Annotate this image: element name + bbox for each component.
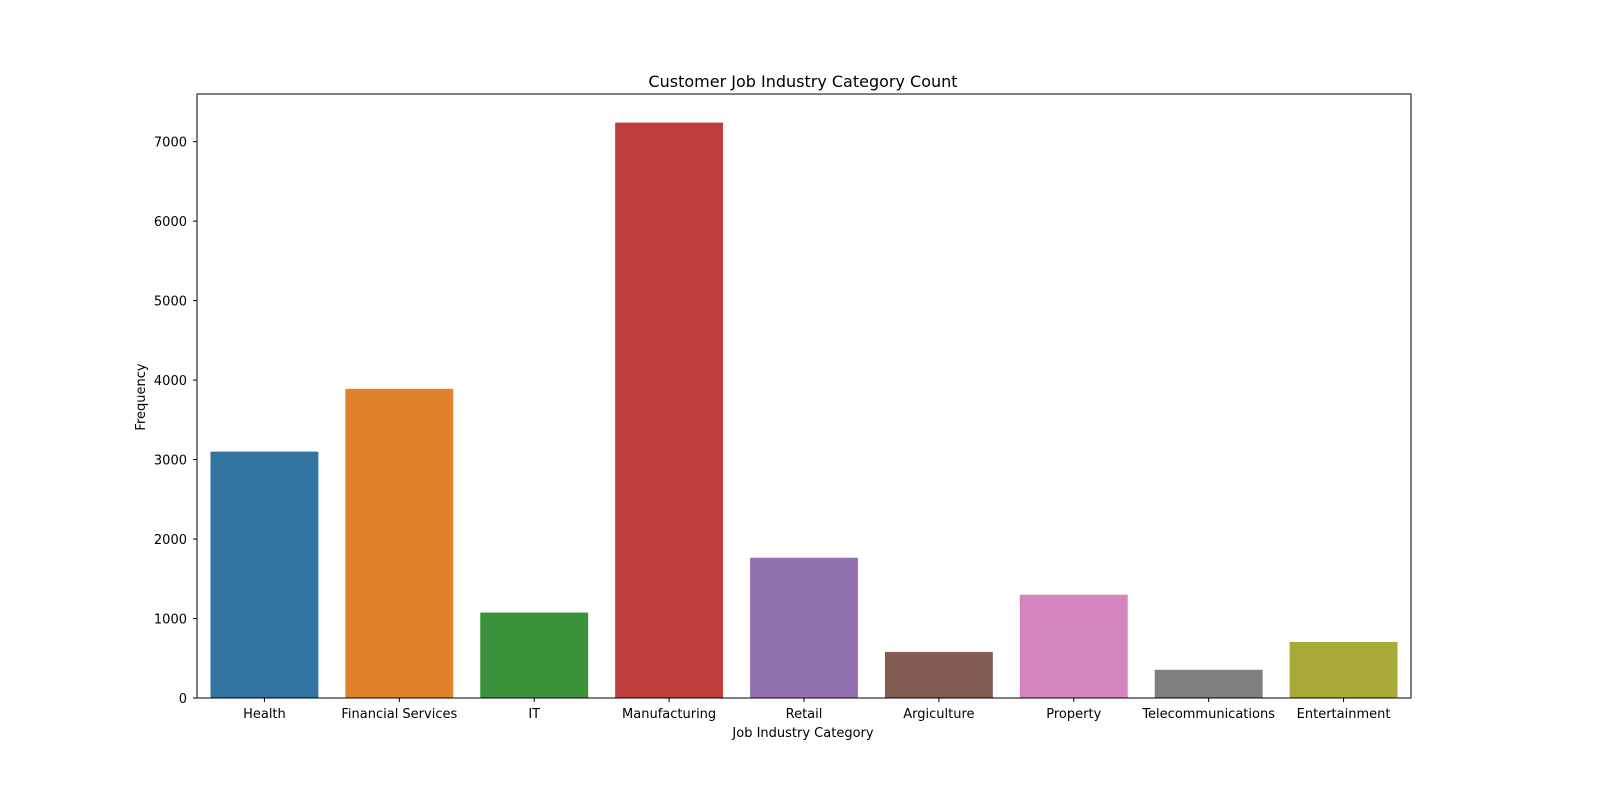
x-tick-label: Argiculture	[903, 707, 974, 722]
bar-financial-services	[345, 388, 454, 698]
y-tick-label: 5000	[154, 295, 187, 310]
bar-manufacturing	[615, 122, 724, 698]
y-tick-label: 3000	[154, 454, 187, 469]
x-axis-label: Job Industry Category	[731, 726, 873, 741]
x-tick-label: Health	[243, 707, 286, 722]
bar-property	[1019, 594, 1128, 698]
y-tick-label: 6000	[154, 215, 187, 230]
x-axis: Health Financial Services IT Manufacturing R…	[243, 698, 1390, 722]
y-tick-label: 4000	[154, 374, 187, 389]
bars-group	[210, 122, 1398, 698]
x-tick-label: Entertainment	[1297, 707, 1391, 722]
y-tick-label: 1000	[154, 613, 187, 628]
y-tick-label: 7000	[154, 136, 187, 151]
x-tick-label: Retail	[786, 707, 823, 722]
y-axis: 0 1000 2000 3000 4000 5000 6000 7000	[154, 136, 197, 707]
x-tick-label: IT	[528, 707, 540, 722]
y-axis-label: Frequency	[134, 363, 149, 430]
x-tick-label: Financial Services	[341, 707, 457, 722]
y-tick-label: 0	[179, 692, 187, 707]
bar-entertainment	[1289, 641, 1398, 698]
bar-health	[210, 451, 319, 698]
x-tick-label: Property	[1046, 707, 1101, 722]
bar-telecommunications	[1154, 669, 1263, 698]
bar-retail	[750, 557, 858, 698]
chart-title: Customer Job Industry Category Count	[648, 72, 957, 91]
x-tick-label: Manufacturing	[622, 707, 716, 722]
bar-it	[480, 612, 589, 698]
bar-argiculture	[884, 651, 993, 698]
y-tick-label: 2000	[154, 533, 187, 548]
x-tick-label: Telecommunications	[1141, 707, 1275, 722]
